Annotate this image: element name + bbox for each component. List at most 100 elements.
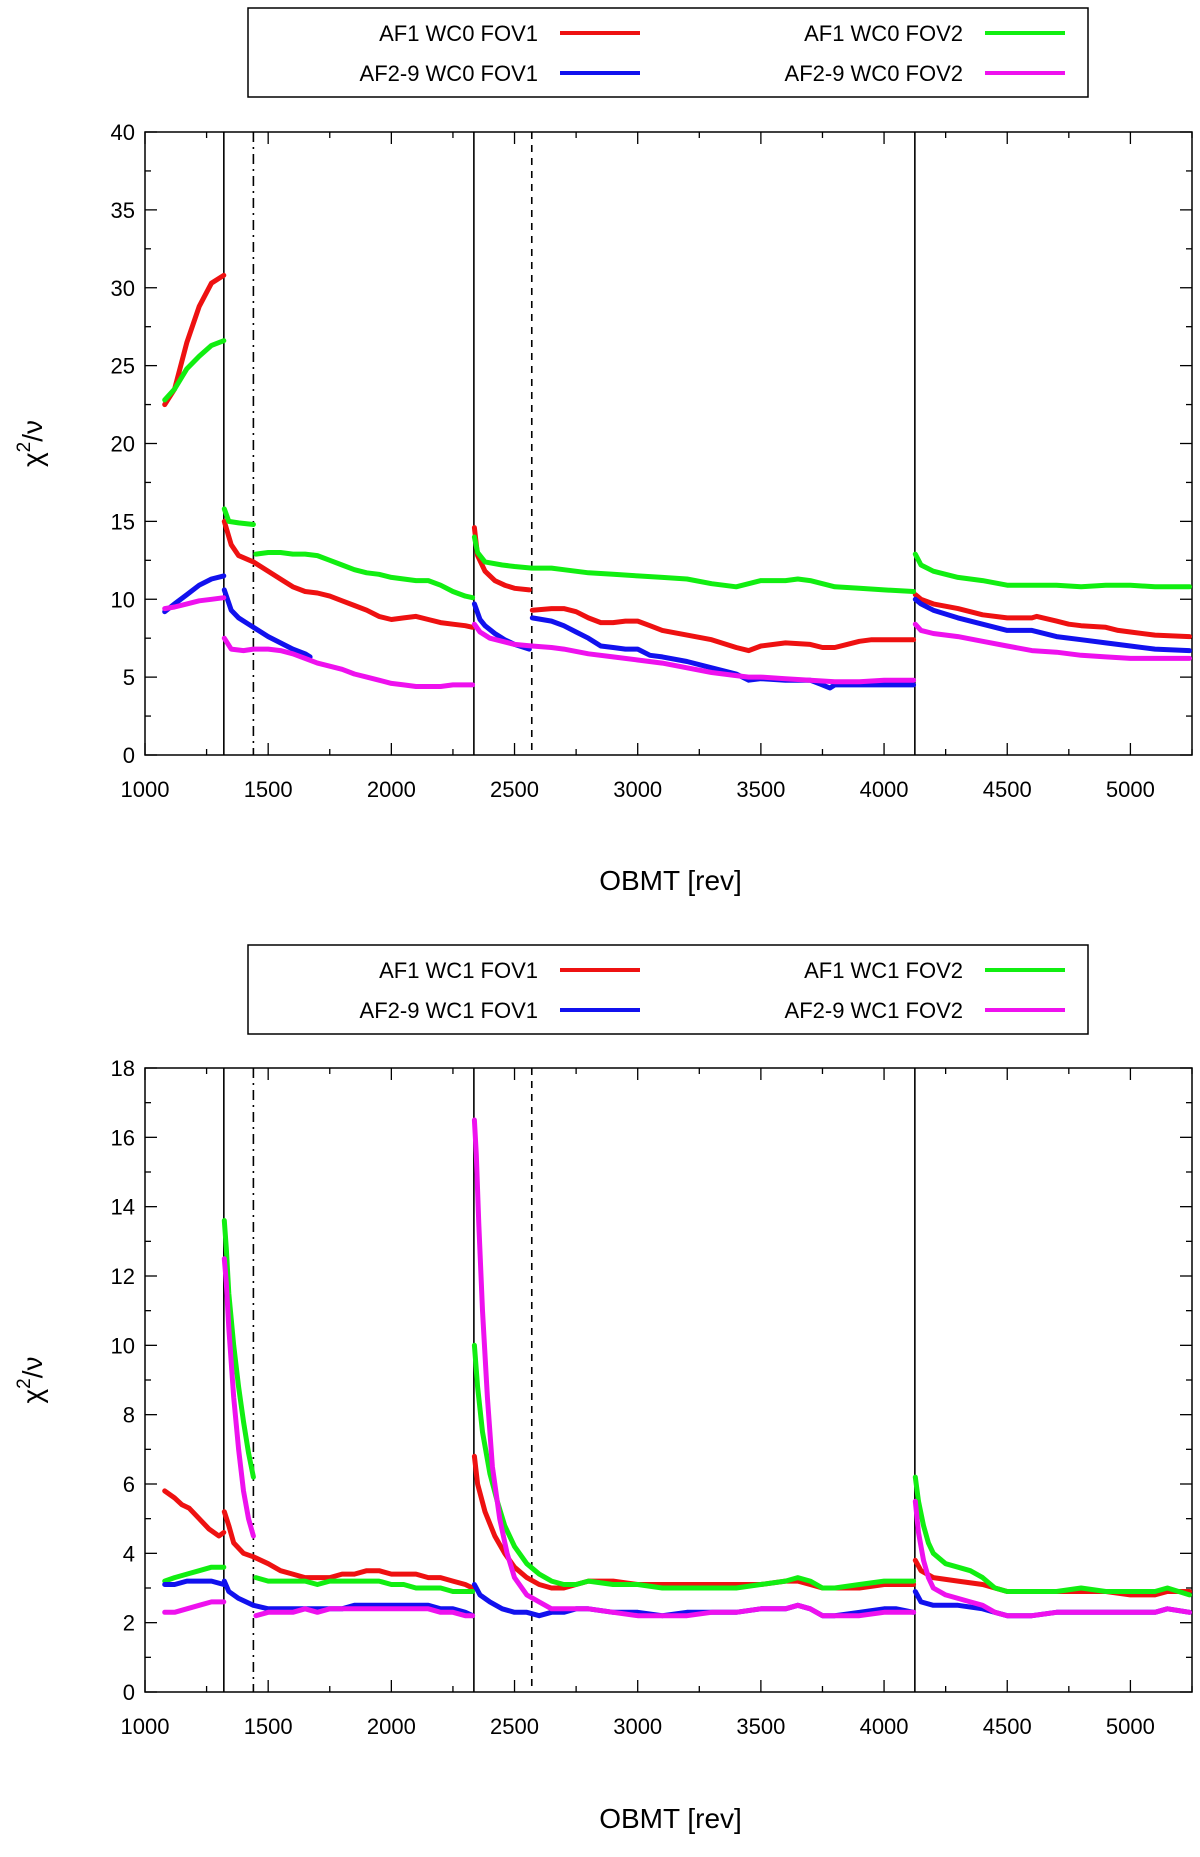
x-tick-label: 1500 [244, 1714, 293, 1739]
x-tick-label: 3500 [736, 777, 785, 802]
series-line [912, 621, 1192, 661]
series-af2-9-wc0-fov1 [162, 573, 1192, 691]
y-axis-title-sup: 2 [14, 1378, 35, 1389]
y-tick-label: 8 [123, 1403, 135, 1428]
series-line [471, 1453, 917, 1591]
series-line [471, 621, 917, 685]
x-tick-label: 2000 [367, 777, 416, 802]
series-line [912, 1498, 1192, 1619]
top-panel: 1000 1500 2000 2500 3000 3500 4000 4500 5000 0 5 10… [14, 7, 1193, 896]
legend-label: AF2-9 WC1 FOV1 [360, 998, 538, 1023]
y-tick-label: 35 [111, 198, 135, 223]
y-axis-title: χ2/ν [14, 420, 48, 467]
x-axis-title: OBMT [rev] [599, 865, 742, 896]
series-line [162, 1488, 227, 1539]
series-line [162, 1599, 227, 1615]
series-af1-wc0-fov2 [162, 338, 1192, 601]
series-line [253, 550, 476, 601]
legend-label: AF1 WC1 FOV2 [804, 958, 963, 983]
series-line [221, 1218, 256, 1480]
series-line [471, 534, 917, 594]
legend-label: AF2-9 WC0 FOV2 [785, 61, 963, 86]
y-tick-label: 6 [123, 1472, 135, 1497]
y-tick-label: 15 [111, 509, 135, 534]
series-line [162, 595, 227, 612]
series-line [162, 1578, 227, 1587]
x-tick-label: 1500 [244, 777, 293, 802]
plot-frame [144, 1067, 1193, 1693]
x-tick-label: 3500 [736, 1714, 785, 1739]
series-line [221, 635, 476, 689]
series-line [471, 1342, 917, 1591]
x-tick-label: 5000 [1106, 777, 1155, 802]
bottom-panel: 1000 1500 2000 2500 3000 3500 4000 4500 5000 0 2 4 6… [14, 944, 1193, 1834]
y-tick-label: 14 [111, 1195, 135, 1220]
y-tick-label: 5 [123, 665, 135, 690]
series-line [912, 596, 1192, 654]
series-line [253, 1575, 476, 1594]
x-axis-title: OBMT [rev] [599, 1803, 742, 1834]
legend-label: AF1 WC1 FOV1 [379, 958, 538, 983]
y-tick-label: 16 [111, 1125, 135, 1150]
series-af1-wc0-fov1 [162, 272, 1192, 654]
x-tick-label: 3000 [613, 1714, 662, 1739]
series-af1-wc1-fov2 [162, 1218, 1192, 1598]
y-tick-label: 30 [111, 276, 135, 301]
y-tick-label: 18 [111, 1056, 135, 1081]
y-tick-label: 2 [123, 1611, 135, 1636]
series-line [221, 1256, 256, 1539]
series-line [162, 1564, 227, 1584]
x-tick-label: 4000 [860, 777, 909, 802]
series-line [471, 1117, 917, 1619]
y-tick-label: 0 [123, 743, 135, 768]
y-axis-title-base: χ [17, 452, 48, 467]
y-tick-label: 0 [123, 1680, 135, 1705]
y-tick-label: 40 [111, 120, 135, 145]
series-line [221, 587, 313, 660]
series-line [221, 518, 476, 630]
y-axis-title-sup: 2 [14, 442, 35, 453]
x-tick-label: 4500 [983, 1714, 1032, 1739]
plot-frame [144, 131, 1193, 756]
legend-box [247, 7, 1089, 98]
series-line [912, 592, 1192, 640]
series-af2-9-wc1-fov2 [162, 1117, 1192, 1619]
series-line [912, 551, 1192, 590]
x-tick-label: 2500 [490, 1714, 539, 1739]
y-tick-label: 25 [111, 354, 135, 379]
series-line [221, 1509, 476, 1591]
y-axis-title-base: χ [17, 1389, 48, 1404]
y-axis-title-rest: /ν [17, 1356, 48, 1378]
legend-label: AF1 WC0 FOV1 [379, 21, 538, 46]
series-line [529, 615, 917, 691]
series-af2-9-wc0-fov2 [162, 595, 1192, 689]
x-tick-label: 2500 [490, 777, 539, 802]
y-tick-label: 10 [111, 1333, 135, 1358]
x-tick-label: 5000 [1106, 1714, 1155, 1739]
y-tick-label: 4 [123, 1541, 135, 1566]
y-tick-label: 12 [111, 1264, 135, 1289]
series-line [221, 506, 256, 527]
x-tick-label: 2000 [367, 1714, 416, 1739]
y-tick-label: 20 [111, 432, 135, 457]
series-line [162, 272, 227, 408]
legend-label: AF2-9 WC0 FOV1 [360, 61, 538, 86]
legend-box [247, 944, 1089, 1035]
x-tick-label: 4000 [860, 1714, 909, 1739]
x-tick-label: 4500 [983, 777, 1032, 802]
series-line [912, 1474, 1192, 1598]
x-tick-label: 1000 [121, 777, 170, 802]
x-tick-label: 1000 [121, 1714, 170, 1739]
legend-label: AF1 WC0 FOV2 [804, 21, 963, 46]
y-axis-title: χ2/ν [14, 1356, 48, 1403]
y-tick-label: 10 [111, 587, 135, 612]
series-line [529, 606, 917, 654]
series-line [162, 338, 227, 403]
legend-label: AF2-9 WC1 FOV2 [785, 998, 963, 1023]
series-line [253, 1606, 476, 1619]
series-af1-wc1-fov1 [162, 1453, 1192, 1598]
x-tick-label: 3000 [613, 777, 662, 802]
y-axis-title-rest: /ν [17, 420, 48, 442]
